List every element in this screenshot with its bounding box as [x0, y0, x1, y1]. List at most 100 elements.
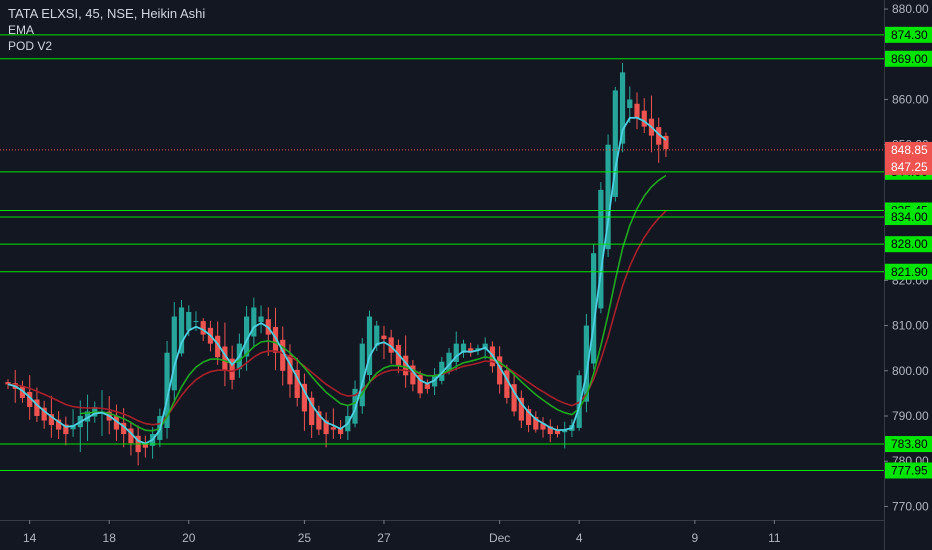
indicator-pod[interactable]: POD V2 [8, 39, 53, 53]
level-label-box [885, 436, 932, 453]
candle-body [27, 391, 33, 407]
ema-fast-line [7, 116, 667, 445]
candle-body [229, 358, 235, 380]
level-label-box [885, 236, 932, 253]
level-label-box [885, 263, 932, 280]
candle-body [84, 411, 91, 422]
candle-body [591, 253, 597, 364]
candle-body [511, 384, 517, 412]
candle-body [48, 414, 54, 426]
symbol-title[interactable]: TATA ELXSI, 45, NSE, Heikin Ashi [8, 6, 206, 21]
time-tick-label: 14 [23, 531, 37, 545]
candle-body [619, 72, 626, 144]
price-tick-label: 790.00 [892, 409, 929, 423]
candle-body [323, 420, 329, 435]
candle-body [410, 365, 416, 385]
candle-body [164, 352, 170, 428]
candle-body [482, 343, 488, 350]
candle-body [533, 417, 539, 430]
candle-body [222, 346, 228, 371]
candle-body [178, 307, 185, 354]
candle-body [547, 426, 553, 435]
chart-legend: TATA ELXSI, 45, NSE, Heikin Ashi EMA POD… [8, 6, 205, 54]
candle-body [280, 339, 286, 371]
candle-body [294, 369, 300, 398]
current-price-box [885, 141, 932, 175]
level-label-box [885, 26, 932, 43]
level-label: 783.80 [891, 437, 928, 451]
time-tick-label: 25 [298, 531, 312, 545]
support-resistance-levels [0, 34, 884, 471]
candle-body [70, 425, 76, 430]
candle-body [417, 374, 423, 394]
current-price-secondary-label: 847.25 [891, 160, 928, 174]
candle-body [309, 397, 315, 426]
candle-body [374, 325, 380, 346]
candle-body [612, 90, 618, 197]
candle-body [468, 348, 474, 353]
ema-lines [7, 116, 667, 445]
candle-body [562, 429, 568, 433]
candle-body [121, 422, 127, 435]
indicator-ema[interactable]: EMA [8, 23, 35, 37]
candle-body [446, 352, 452, 372]
level-label: 777.95 [891, 463, 928, 477]
candle-body [663, 135, 669, 150]
current-price-labels: 848.85 847.25 [885, 141, 932, 175]
price-tick-label: 800.00 [892, 364, 929, 378]
candles [5, 62, 669, 466]
candle-body [518, 397, 524, 421]
candle-body [113, 416, 120, 430]
candle-body [142, 443, 148, 448]
candle-body [200, 321, 206, 335]
price-tick-label: 860.00 [892, 92, 929, 106]
candle-body [316, 411, 322, 430]
level-label-box [885, 209, 932, 226]
candle-body [381, 335, 387, 340]
candle-body [56, 419, 62, 430]
candle-body [171, 316, 177, 391]
candle-body [424, 384, 430, 389]
candle-body [128, 428, 134, 444]
candle-body [540, 423, 546, 430]
level-label: 834.00 [891, 210, 928, 224]
candle-body [525, 409, 532, 426]
level-label: 821.90 [891, 265, 928, 279]
level-label-box [885, 462, 932, 479]
price-tick-label: 880.00 [892, 2, 929, 16]
candle-body [475, 348, 481, 351]
candle-body [439, 361, 445, 381]
level-label: 874.30 [891, 28, 928, 42]
candle-body [301, 383, 308, 412]
level-label: 869.00 [891, 52, 928, 66]
price-tick-label: 770.00 [892, 499, 929, 513]
level-label-box [885, 50, 932, 67]
candle-body [641, 110, 647, 127]
candle-body [337, 428, 344, 435]
ema-mid-line [80, 174, 667, 432]
candle-body [41, 407, 47, 421]
candle-body [656, 127, 662, 145]
candle-body [251, 307, 257, 337]
candle-body [193, 321, 199, 323]
candle-body [605, 144, 611, 250]
time-tick-label: 18 [103, 531, 117, 545]
candle-body [627, 99, 633, 109]
candle-body [34, 399, 40, 416]
time-axis[interactable]: 14 18 20 25 27 Dec 4 9 11 [0, 520, 884, 550]
candle-body [243, 316, 250, 357]
candle-body [258, 316, 264, 322]
candle-body [497, 356, 503, 385]
ema-slow-line [7, 210, 667, 426]
price-tick-label: 810.00 [892, 319, 929, 333]
level-label: 828.00 [891, 237, 928, 251]
candle-body [186, 312, 192, 331]
candle-body [634, 103, 640, 118]
candle-body [366, 316, 373, 375]
candle-body [453, 343, 459, 363]
candle-body [330, 427, 336, 430]
time-axis-background [0, 520, 884, 550]
candle-body [583, 325, 589, 402]
candle-body [215, 335, 221, 358]
